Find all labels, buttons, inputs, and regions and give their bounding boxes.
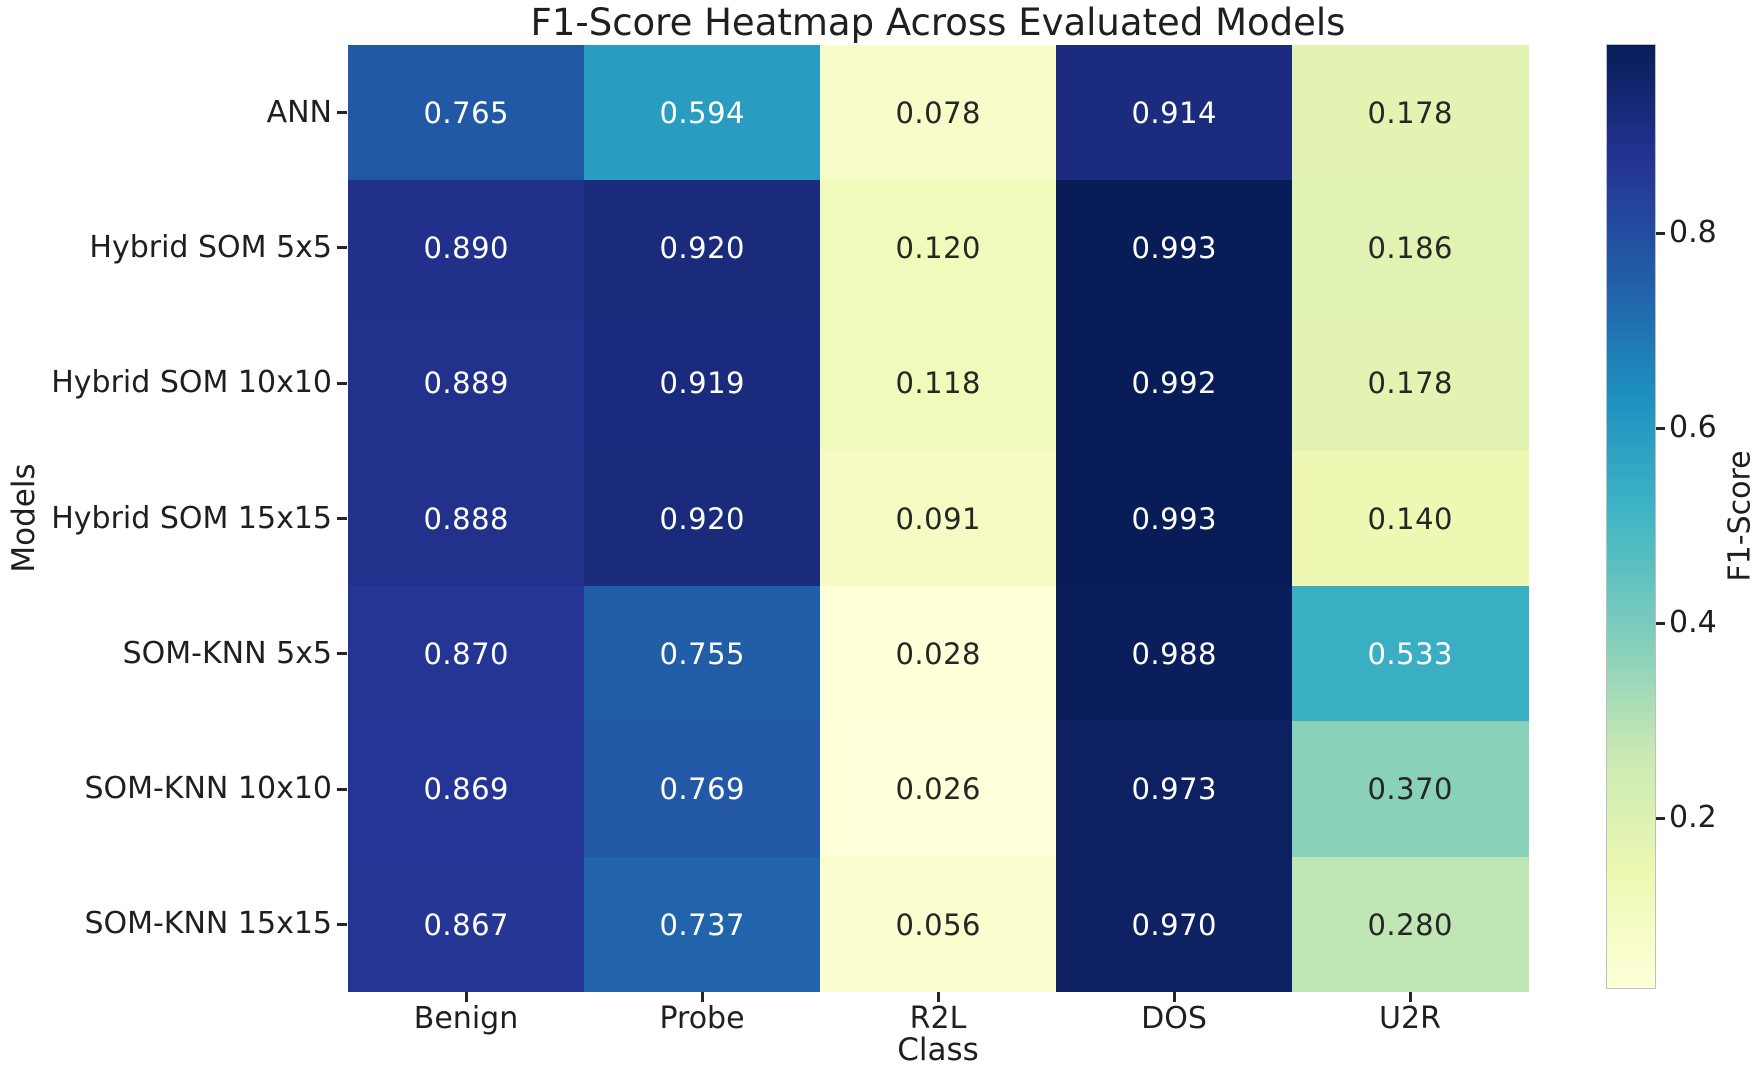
heatmap-cell: 0.280 <box>1292 856 1529 993</box>
heatmap-cell: 0.078 <box>820 45 1057 181</box>
heatmap-cell: 0.140 <box>1292 450 1529 587</box>
y-tick-label: ANN <box>266 94 332 130</box>
heatmap-cell: 0.028 <box>820 586 1057 722</box>
y-tick-label: Hybrid SOM 5x5 <box>89 229 332 265</box>
colorbar-tick-label: 0.8 <box>1669 215 1717 251</box>
heatmap-cell: 0.890 <box>348 180 585 317</box>
x-tick-mark <box>936 992 940 1002</box>
colorbar-label: F1-Score <box>1722 450 1755 582</box>
x-tick-label: Benign <box>413 1001 519 1036</box>
y-tick-mark <box>337 517 347 520</box>
heatmap-cell: 0.889 <box>348 315 585 452</box>
heatmap-cell: 0.914 <box>1056 45 1293 181</box>
heatmap-cell: 0.988 <box>1056 586 1293 722</box>
heatmap-cell: 0.594 <box>584 45 821 181</box>
heatmap-cell: 0.920 <box>584 180 821 317</box>
heatmap-cell: 0.869 <box>348 721 585 858</box>
y-tick-mark <box>337 111 347 115</box>
y-tick-mark <box>337 787 347 791</box>
colorbar-tick-mark <box>1656 621 1665 625</box>
y-tick-label: Hybrid SOM 10x10 <box>51 365 332 401</box>
colorbar-tick-mark <box>1656 816 1665 820</box>
colorbar-tick-label: 0.6 <box>1669 410 1717 446</box>
heatmap-cell: 0.178 <box>1292 315 1529 452</box>
colorbar <box>1606 44 1656 989</box>
colorbar-tick-mark <box>1656 231 1665 235</box>
colorbar-tick-mark <box>1656 426 1665 430</box>
heatmap-cell: 0.888 <box>348 450 585 587</box>
heatmap-grid: 0.765 0.594 0.078 0.914 0.178 0.890 0.920 0.120… <box>348 45 1529 993</box>
x-tick-label: DOS <box>1141 1001 1207 1036</box>
heatmap-cell: 0.533 <box>1292 586 1529 722</box>
heatmap-cell: 0.993 <box>1056 180 1293 317</box>
heatmap-cell: 0.769 <box>584 721 821 858</box>
colorbar-tick-label: 0.2 <box>1669 800 1717 836</box>
heatmap-cell: 0.973 <box>1056 721 1293 858</box>
y-tick-mark <box>337 246 347 250</box>
heatmap-cell: 0.737 <box>584 856 821 993</box>
y-tick-label: SOM-KNN 10x10 <box>84 771 332 807</box>
heatmap-cell: 0.970 <box>1056 856 1293 993</box>
x-tick-mark <box>1408 992 1412 1002</box>
y-tick-mark <box>337 381 347 385</box>
heatmap-cell: 0.370 <box>1292 721 1529 858</box>
heatmap-cell: 0.178 <box>1292 45 1529 181</box>
x-tick-label: R2L <box>909 1001 967 1036</box>
heatmap-cell: 0.026 <box>820 721 1057 858</box>
x-tick-mark <box>1172 992 1176 1002</box>
heatmap-cell: 0.993 <box>1056 450 1293 587</box>
x-tick-label: U2R <box>1379 1001 1441 1036</box>
y-tick-mark <box>337 922 347 926</box>
x-tick-label: Probe <box>659 1001 745 1036</box>
y-tick-label: SOM-KNN 5x5 <box>122 635 332 671</box>
y-tick-label: Hybrid SOM 15x15 <box>51 500 332 536</box>
x-tick-mark <box>464 992 468 1002</box>
heatmap-cell: 0.091 <box>820 450 1057 587</box>
y-tick-label: SOM-KNN 15x15 <box>84 906 332 942</box>
colorbar-tick-label: 0.4 <box>1669 605 1717 641</box>
heatmap-cell: 0.992 <box>1056 315 1293 452</box>
heatmap-cell: 0.755 <box>584 586 821 722</box>
x-axis-label: Class <box>897 1032 979 1068</box>
heatmap-cell: 0.867 <box>348 856 585 993</box>
heatmap-cell: 0.056 <box>820 856 1057 993</box>
chart-title: F1-Score Heatmap Across Evaluated Models <box>530 1 1346 44</box>
x-tick-mark <box>700 992 704 1002</box>
heatmap-cell: 0.186 <box>1292 180 1529 317</box>
heatmap-cell: 0.118 <box>820 315 1057 452</box>
heatmap-cell: 0.919 <box>584 315 821 452</box>
heatmap-cell: 0.920 <box>584 450 821 587</box>
heatmap-cell: 0.765 <box>348 45 585 181</box>
heatmap-cell: 0.870 <box>348 586 585 722</box>
heatmap-cell: 0.120 <box>820 180 1057 317</box>
y-tick-mark <box>337 652 347 656</box>
